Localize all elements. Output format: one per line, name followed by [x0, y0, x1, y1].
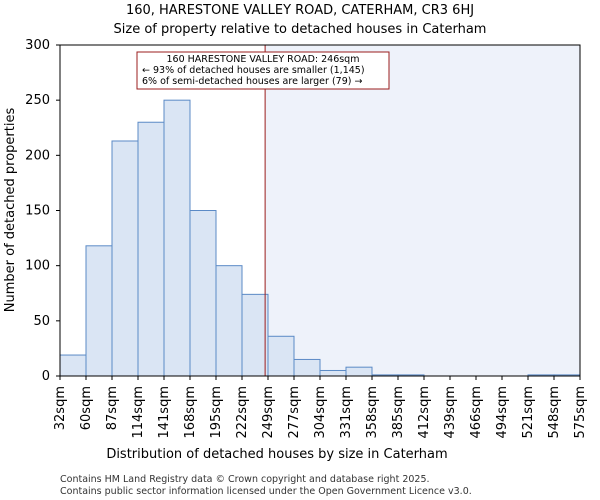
histogram-bar: [267, 335, 295, 377]
x-tick-label: 222sqm: [235, 386, 250, 439]
histogram-bar: [163, 99, 191, 377]
x-tick-label: 466sqm: [469, 386, 484, 439]
y-tick-label: 0: [42, 369, 50, 384]
histogram-bar: [59, 354, 87, 377]
annotation-line-1: 160 HARESTONE VALLEY ROAD: 246sqm: [167, 54, 360, 65]
x-tick-label: 358sqm: [365, 386, 380, 439]
x-tick-label: 195sqm: [209, 386, 224, 439]
annotation-box: 160 HARESTONE VALLEY ROAD: 246sqm ← 93% …: [136, 51, 390, 90]
x-tick-label: 168sqm: [183, 386, 198, 439]
annotation-line-3: 6% of semi-detached houses are larger (7…: [142, 76, 362, 87]
y-tick-label: 150: [25, 204, 50, 219]
y-tick-label: 300: [25, 38, 50, 53]
x-tick-label: 141sqm: [157, 386, 172, 439]
histogram-bar: [85, 245, 113, 377]
x-tick-label: 439sqm: [443, 386, 458, 439]
x-tick-label: 249sqm: [261, 386, 276, 439]
x-tick-label: 277sqm: [287, 386, 302, 439]
footer-line-1: Contains HM Land Registry data © Crown c…: [60, 474, 430, 485]
chart-subtitle: Size of property relative to detached ho…: [114, 22, 487, 37]
x-tick-label: 87sqm: [105, 386, 120, 430]
x-tick-label: 385sqm: [391, 386, 406, 439]
y-tick-label: 200: [25, 148, 50, 163]
histogram-bar: [319, 369, 347, 377]
annotation-line-2: ← 93% of detached houses are smaller (1,…: [142, 65, 365, 76]
x-tick-label: 60sqm: [79, 386, 94, 430]
y-tick-label: 250: [25, 93, 50, 108]
histogram-bar: [137, 121, 165, 377]
histogram-bar: [241, 293, 269, 377]
x-tick-label: 521sqm: [521, 386, 536, 439]
annotation-frame: [136, 51, 390, 90]
x-tick-label: 114sqm: [131, 386, 146, 439]
histogram-bar: [111, 140, 139, 377]
x-axis-label: Distribution of detached houses by size …: [106, 447, 447, 462]
histogram-bar: [345, 366, 373, 377]
histogram-bar: [189, 210, 217, 377]
x-tick-label: 331sqm: [339, 386, 354, 439]
histogram-bar: [293, 358, 321, 377]
x-tick-label: 575sqm: [573, 386, 588, 439]
x-tick-label: 304sqm: [313, 386, 328, 439]
x-tick-label: 548sqm: [547, 386, 562, 439]
x-tick-label: 412sqm: [417, 386, 432, 439]
x-tick-label: 494sqm: [495, 386, 510, 439]
plot-area: 0 50 100 150 200 250 300 32sqm 60sqm 87sqm 114sqm 1…: [25, 38, 588, 439]
histogram-bar: [215, 265, 243, 377]
y-tick-label: 100: [25, 259, 50, 274]
footer-line-2: Contains public sector information licen…: [60, 486, 472, 497]
y-tick-label: 50: [33, 314, 50, 329]
chart-title: 160, HARESTONE VALLEY ROAD, CATERHAM, CR…: [126, 3, 474, 18]
x-tick-label: 32sqm: [53, 386, 68, 430]
y-axis-label: Number of detached properties: [3, 108, 18, 313]
larger-region-shade: [265, 45, 580, 376]
